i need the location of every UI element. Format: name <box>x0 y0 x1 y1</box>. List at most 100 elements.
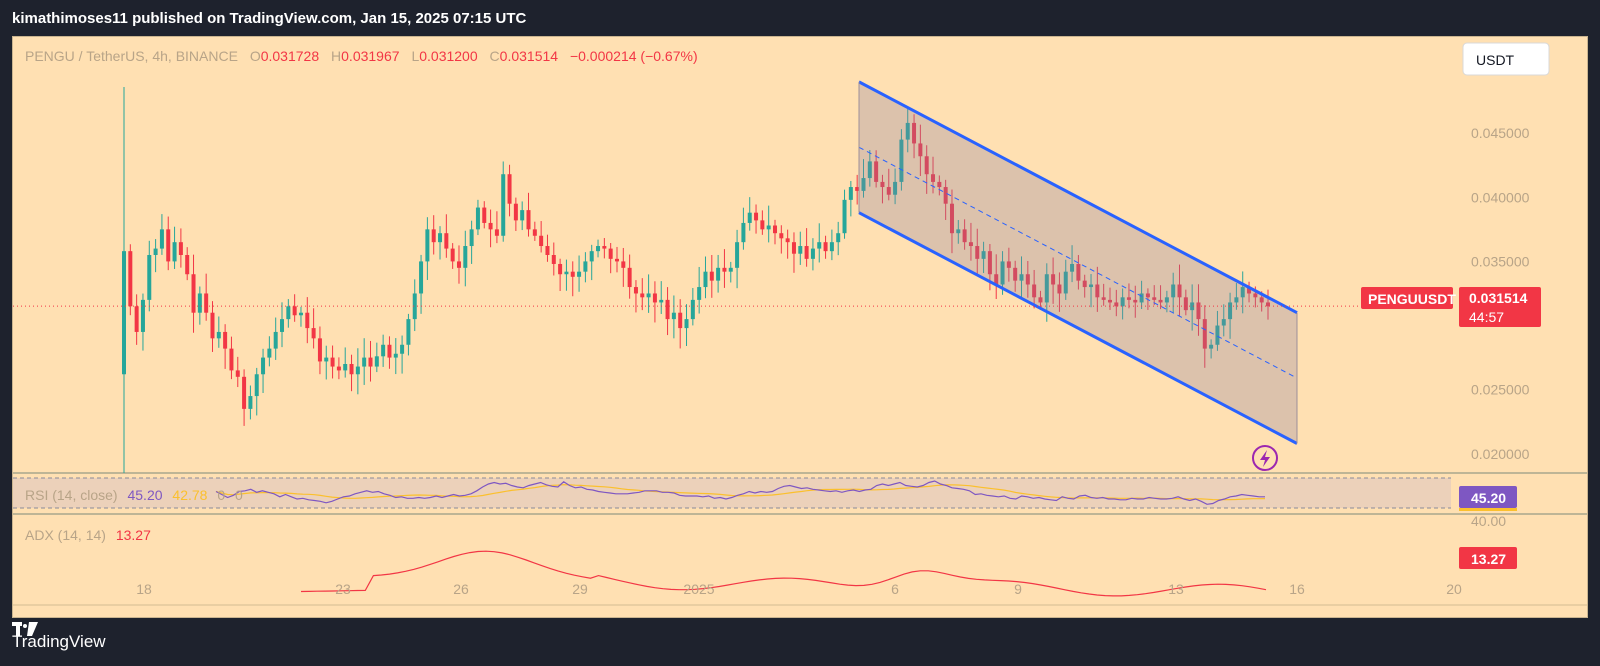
candle-body <box>223 331 228 349</box>
candle-body <box>178 242 183 255</box>
chart-frame[interactable]: 0.0500000.0450000.0400000.0350000.025000… <box>12 36 1588 618</box>
rsi-label: RSI (14, close) <box>25 487 118 503</box>
candle-body <box>298 312 303 316</box>
candle-body <box>501 174 506 236</box>
price-chart[interactable]: 0.0500000.0450000.0400000.0350000.025000… <box>13 37 1588 618</box>
footer: TradingView <box>12 622 106 662</box>
candle-body <box>210 312 215 339</box>
candle-body <box>406 319 411 345</box>
y-tick-label: 0.025000 <box>1471 382 1530 398</box>
candle-body <box>507 174 512 204</box>
candle-body <box>602 246 607 249</box>
candle-body <box>614 258 619 262</box>
candle-body <box>438 233 443 243</box>
candle-body <box>488 222 493 230</box>
candle-body <box>728 267 733 272</box>
candle-body <box>1032 284 1037 298</box>
candle-body <box>343 364 348 371</box>
candle-body <box>551 255 556 264</box>
candle-body <box>248 396 253 409</box>
candle-body <box>204 293 209 313</box>
candle-body <box>147 255 152 300</box>
candle-body <box>355 366 360 375</box>
candle-body <box>469 229 474 247</box>
currency-button[interactable]: USDT <box>1462 42 1550 76</box>
price-badge-value: 0.031514 <box>1469 290 1528 306</box>
candle-body <box>159 229 164 249</box>
candle-body <box>943 187 948 204</box>
candle-body <box>292 306 297 316</box>
candle-body <box>1038 297 1043 303</box>
candle-body <box>760 220 765 230</box>
candle-body <box>286 306 291 320</box>
candle-body <box>1215 325 1220 345</box>
candle-body <box>1076 263 1081 281</box>
legend-symbol: PENGU / TetherUS, 4h, BINANCE <box>25 48 238 64</box>
candle-body <box>349 364 354 375</box>
candle-body <box>994 274 999 285</box>
adx-label: ADX (14, 14) <box>25 527 106 543</box>
candle-body <box>1095 284 1100 298</box>
legend-change: −0.000214 (−0.67%) <box>570 48 698 64</box>
candle-body <box>791 242 796 254</box>
candle-body <box>621 261 626 268</box>
candle-body <box>716 267 721 281</box>
rsi-badge-value: 45.20 <box>1471 490 1506 506</box>
candle-body <box>905 122 910 140</box>
candle-body <box>1158 299 1163 303</box>
x-tick-label: 13 <box>1168 581 1184 597</box>
adx-line <box>300 550 1267 597</box>
candle-body <box>848 187 853 200</box>
candle-body <box>172 242 177 262</box>
candle-body <box>861 178 866 191</box>
rsi-line <box>215 480 1265 505</box>
candle-body <box>381 344 386 357</box>
x-tick-label: 23 <box>335 581 351 597</box>
channel-layer[interactable] <box>858 80 1298 445</box>
candle-body <box>1082 280 1087 288</box>
candle-body <box>1247 287 1252 294</box>
candle-body <box>564 271 569 275</box>
candle-body <box>912 122 917 144</box>
adx-legend: ADX (14, 14) 13.27 <box>25 527 151 543</box>
candle-body <box>1202 319 1207 349</box>
candle-body <box>1234 297 1239 303</box>
candle-body <box>267 348 272 358</box>
candle-body <box>949 203 954 234</box>
candle-body <box>393 353 398 358</box>
candle-body <box>829 242 834 252</box>
candle-body <box>893 181 898 195</box>
candle-body <box>324 357 329 362</box>
candle-body <box>482 207 487 223</box>
candle-body <box>368 357 373 367</box>
x-tick-label: 18 <box>136 581 152 597</box>
lightning-icon[interactable] <box>1252 445 1278 471</box>
rsi-badge: 45.20 <box>1459 486 1517 511</box>
candle-body <box>1164 297 1169 303</box>
x-tick-label: 6 <box>891 581 899 597</box>
candle-body <box>229 348 234 371</box>
candle-body <box>754 212 759 221</box>
candle-body <box>671 312 676 320</box>
candle-body <box>1019 274 1024 281</box>
candle-body <box>697 287 702 300</box>
candle-body <box>823 242 828 252</box>
candle-body <box>931 174 936 182</box>
candles-layer <box>122 87 1270 473</box>
candle-body <box>254 374 259 397</box>
candle-body <box>722 267 727 272</box>
y-tick-label: 0.020000 <box>1471 446 1530 462</box>
candle-body <box>336 366 341 371</box>
candle-body <box>924 156 929 175</box>
candle-body <box>444 233 449 249</box>
candle-body <box>1133 299 1138 303</box>
candle-body <box>153 248 158 255</box>
candle-body <box>987 251 992 275</box>
candle-body <box>1051 274 1056 285</box>
adx-badge-value: 13.27 <box>1471 551 1506 567</box>
footer-brand: TradingView <box>12 632 106 651</box>
candle-body <box>766 225 771 230</box>
candle-body <box>558 263 563 275</box>
price-badge: PENGUUSDT 0.031514 44:57 <box>1361 287 1541 327</box>
candle-body <box>463 246 468 268</box>
